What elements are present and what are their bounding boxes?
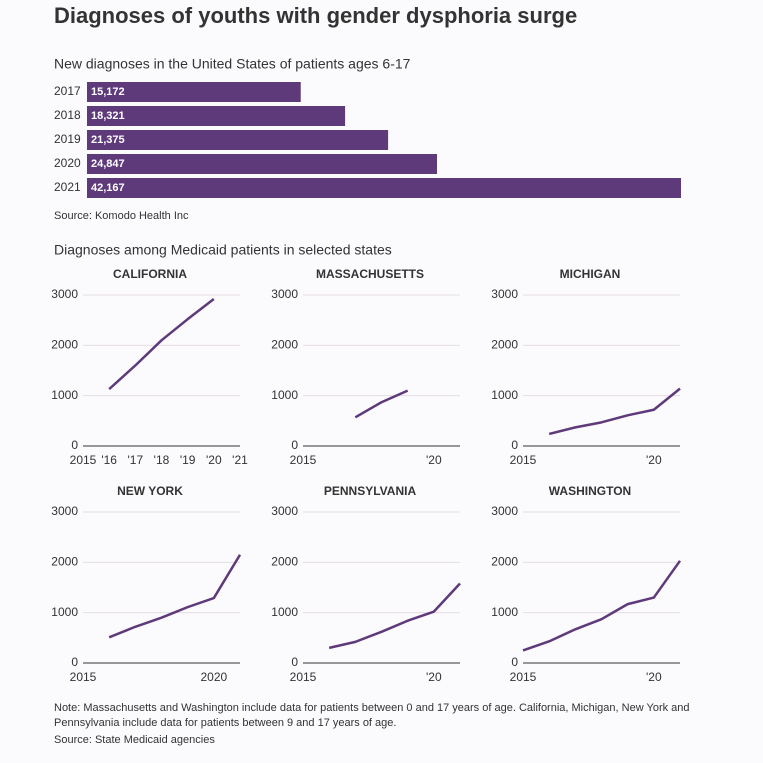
y-tick-label: 3000: [51, 287, 78, 301]
x-tick-label: 2015: [290, 670, 317, 684]
y-tick-label: 2017: [54, 84, 81, 98]
panel-title: WASHINGTON: [549, 484, 631, 498]
y-tick-label: 3000: [491, 504, 518, 518]
line: [548, 387, 681, 436]
panel-title: NEW YORK: [117, 484, 183, 498]
chart-subtitle: New diagnoses in the United States of pa…: [54, 56, 411, 72]
panel-title: MASSACHUSETTS: [316, 267, 424, 281]
x-tick-label: '20: [206, 453, 222, 467]
x-tick-label: '20: [426, 453, 442, 467]
y-tick-label: 0: [71, 438, 78, 452]
x-tick-label: '19: [180, 453, 196, 467]
y-tick-label: 1000: [271, 388, 298, 402]
y-tick-label: 2000: [491, 338, 518, 352]
y-tick-label: 1000: [51, 388, 78, 402]
y-tick-label: 0: [71, 655, 78, 669]
x-tick-label: '20: [426, 670, 442, 684]
y-tick-label: 1000: [491, 605, 518, 619]
y-tick-label: 3000: [51, 504, 78, 518]
line: [522, 560, 682, 652]
y-tick-label: 3000: [271, 287, 298, 301]
data-label: 21,375: [91, 134, 125, 146]
y-tick-label: 1000: [51, 605, 78, 619]
y-tick-label: 2000: [51, 338, 78, 352]
x-tick-label: '21: [232, 453, 248, 467]
x-tick-label: 2015: [70, 670, 97, 684]
x-tick-label: '20: [646, 453, 662, 467]
bar: [87, 130, 389, 150]
panel-title: CALIFORNIA: [113, 267, 187, 281]
y-tick-label: 2000: [51, 555, 78, 569]
data-label: 42,167: [91, 182, 125, 194]
x-tick-label: '16: [101, 453, 117, 467]
data-label: 18,321: [91, 110, 125, 122]
x-tick-label: 2015: [290, 453, 317, 467]
y-tick-label: 0: [291, 438, 298, 452]
bar: [87, 178, 681, 198]
y-tick-label: 0: [291, 655, 298, 669]
x-tick-label: 2015: [510, 453, 537, 467]
bar: [87, 106, 346, 126]
bar: [87, 154, 438, 174]
page-title: Diagnoses of youths with gender dysphori…: [54, 3, 577, 28]
line: [108, 554, 242, 639]
y-tick-label: 1000: [491, 388, 518, 402]
y-tick-label: 2000: [271, 555, 298, 569]
bar: [87, 82, 301, 102]
y-tick-label: 2021: [54, 180, 81, 194]
x-tick-label: 2015: [70, 453, 97, 467]
line: [354, 389, 409, 419]
y-tick-label: 2000: [491, 555, 518, 569]
y-tick-label: 2000: [271, 338, 298, 352]
source: Source: State Medicaid agencies: [54, 734, 215, 746]
x-tick-label: '18: [154, 453, 170, 467]
y-tick-label: 2020: [54, 156, 81, 170]
x-tick-label: '17: [128, 453, 144, 467]
y-tick-label: 2019: [54, 132, 81, 146]
chart-source: Source: Komodo Health Inc: [54, 210, 189, 222]
y-tick-label: 0: [511, 655, 518, 669]
y-tick-label: 3000: [271, 504, 298, 518]
panel-title: PENNSYLVANIA: [324, 484, 417, 498]
y-tick-label: 3000: [491, 287, 518, 301]
data-label: 24,847: [91, 158, 125, 170]
panel-title: MICHIGAN: [560, 267, 621, 281]
x-tick-label: '20: [646, 670, 662, 684]
x-tick-label: 2020: [200, 670, 227, 684]
x-tick-label: 2015: [510, 670, 537, 684]
y-tick-label: 2018: [54, 108, 81, 122]
section-title: Diagnoses among Medicaid patients in sel…: [54, 242, 392, 258]
line: [108, 298, 215, 391]
y-tick-label: 1000: [271, 605, 298, 619]
data-label: 15,172: [91, 86, 125, 98]
y-tick-label: 0: [511, 438, 518, 452]
note: Note: Massachusetts and Washington inclu…: [54, 702, 690, 729]
line: [328, 582, 461, 650]
